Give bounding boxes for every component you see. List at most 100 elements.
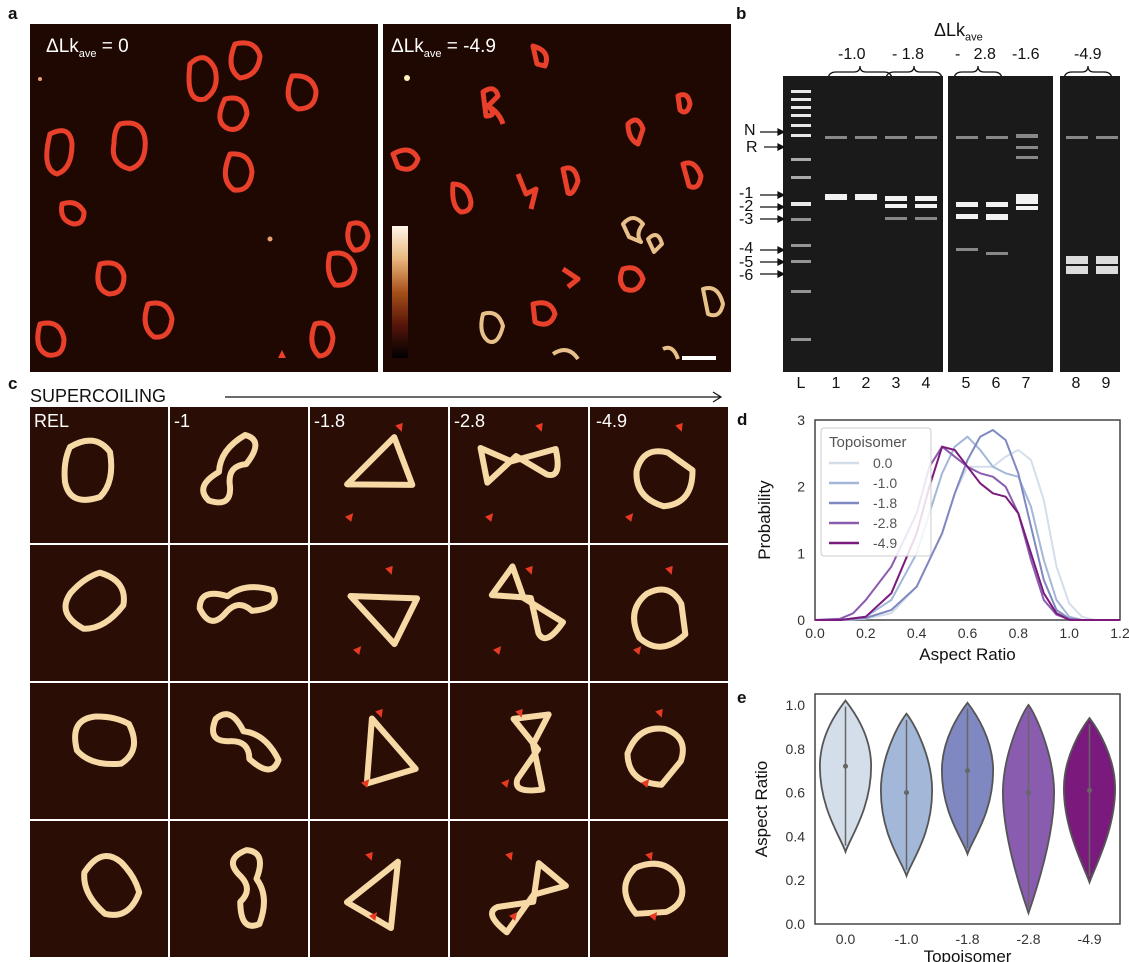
arrowhead-icon [493,646,502,655]
arrowhead-icon [345,513,354,522]
afm-molecule [347,565,421,655]
y-tick-label: 3 [797,412,805,428]
y-tick-label: 1.0 [786,697,806,713]
afm-molecule [81,853,143,918]
gel-marker-arrows [760,128,786,278]
series-line--4.9 [815,445,1120,621]
plasmid-strand [624,725,686,788]
panel-d-label: d [737,410,748,429]
height-colorbar [392,226,408,358]
y-tick-label: 1 [797,545,805,561]
panel-a-label: a [8,4,18,23]
afm-cell-r1-c3 [310,407,448,543]
arrowhead-icon [633,646,642,655]
afm-cell-r3-c4 [450,683,588,819]
gel-segment-1 [783,76,943,372]
afm-molecule [361,708,419,788]
delta-lk-label-0: ΔLkave = 0 [46,36,129,60]
series-line--2.8 [814,445,1120,621]
afm-cell-r1-c2 [170,407,308,543]
plasmid-strand [633,448,696,510]
plasmid-strand [72,713,138,768]
panel-b-label: b [736,4,747,23]
afm-cell-r2-c5 [590,545,728,681]
afm-supercoiled-plasmids [390,43,725,361]
lane-label-9: 9 [1101,375,1111,392]
legend-entry: -2.8 [873,515,897,531]
afm-cell-r3-c1 [30,683,168,819]
y-tick-label: 0.6 [786,785,806,801]
plasmid-strand [344,434,416,488]
y-tick-label: 0.8 [786,741,806,757]
gel-marker-4: -4 [739,240,754,257]
violin-median [904,790,909,796]
afm-molecule [61,437,115,503]
plasmid-strand [489,860,569,936]
plasmid-strand [477,444,561,486]
afm-cell-r4-c3 [310,821,448,957]
x-axis-label: Aspect Ratio [919,645,1015,664]
afm-molecule [62,569,127,632]
afm-molecule [72,713,138,768]
violin-median [843,763,848,769]
plasmid-strand [61,437,115,503]
column-label-49: -4.9 [596,411,628,431]
plasmid-strand [510,711,552,794]
legend-entry: -4.9 [873,535,897,551]
arrowhead-icon [395,422,403,432]
arrowhead-icon [649,912,658,921]
gel-marker-3: -3 [739,211,754,228]
afm-cell-r4-c1 [30,821,168,957]
arrowhead-icon [535,422,543,432]
delta-lk-label-49: ΔLkave = -4.9 [391,36,496,60]
afm-molecule [624,708,686,788]
afm-molecule [210,711,282,773]
afm-molecule [501,708,552,794]
gel-group-3: - 2.8 [955,46,996,63]
arrowhead-icon [485,513,494,522]
plasmid-strand [230,847,267,929]
afm-molecule [477,422,561,522]
series-line--1.0 [815,435,1120,621]
afm-cell-r2-c2 [170,545,308,681]
gel-title: ΔLkave [934,20,983,44]
plasmid-strand [363,715,419,787]
arrowhead-icon [375,708,383,718]
afm-relaxed-plasmids [35,40,371,359]
panel-c-label: c [8,374,18,393]
plasmid-strand [210,711,282,773]
plasmid-strand [622,860,686,917]
x-tick-label: 1.0 [1059,625,1079,641]
x-tick-label: -1.0 [894,931,918,947]
arrowhead-icon [625,513,634,522]
column-label-rel: REL [34,411,70,431]
afm-cell-r2-c1 [30,545,168,681]
y-tick-label: 0.2 [786,872,806,888]
afm-molecule [343,851,401,932]
x-tick-label: 0.2 [856,625,876,641]
legend-title: Topoisomer [829,434,907,451]
x-tick-label: 0.4 [907,625,927,641]
afm-molecule [625,422,696,522]
column-label-28: -2.8 [454,411,486,431]
plasmid-strand [343,858,401,932]
lane-label-6: 6 [991,375,1001,392]
afm-cell-r1-c1 [30,407,168,543]
arrowhead-icon [353,646,362,655]
gel-marker-2: -2 [739,198,754,215]
x-tick-label: -2.8 [1016,931,1040,947]
gel-marker-r: R [746,139,758,156]
afm-image-supercoiled: ΔLkave = -4.9 [383,24,731,372]
x-tick-label: 0.0 [836,931,856,947]
plasmid-strand [196,584,278,624]
afm-molecule [622,851,686,921]
plot-frame [814,693,1121,925]
lane-label-5: 5 [961,375,971,392]
y-tick-label: 2 [797,479,805,495]
lane-label-8: 8 [1071,375,1081,392]
gel-group-4: -1.6 [1012,46,1040,63]
plasmid-strand [81,853,143,918]
x-tick-label: -1.8 [955,931,979,947]
afm-molecule [344,422,416,522]
lane-label-3: 3 [891,375,901,392]
